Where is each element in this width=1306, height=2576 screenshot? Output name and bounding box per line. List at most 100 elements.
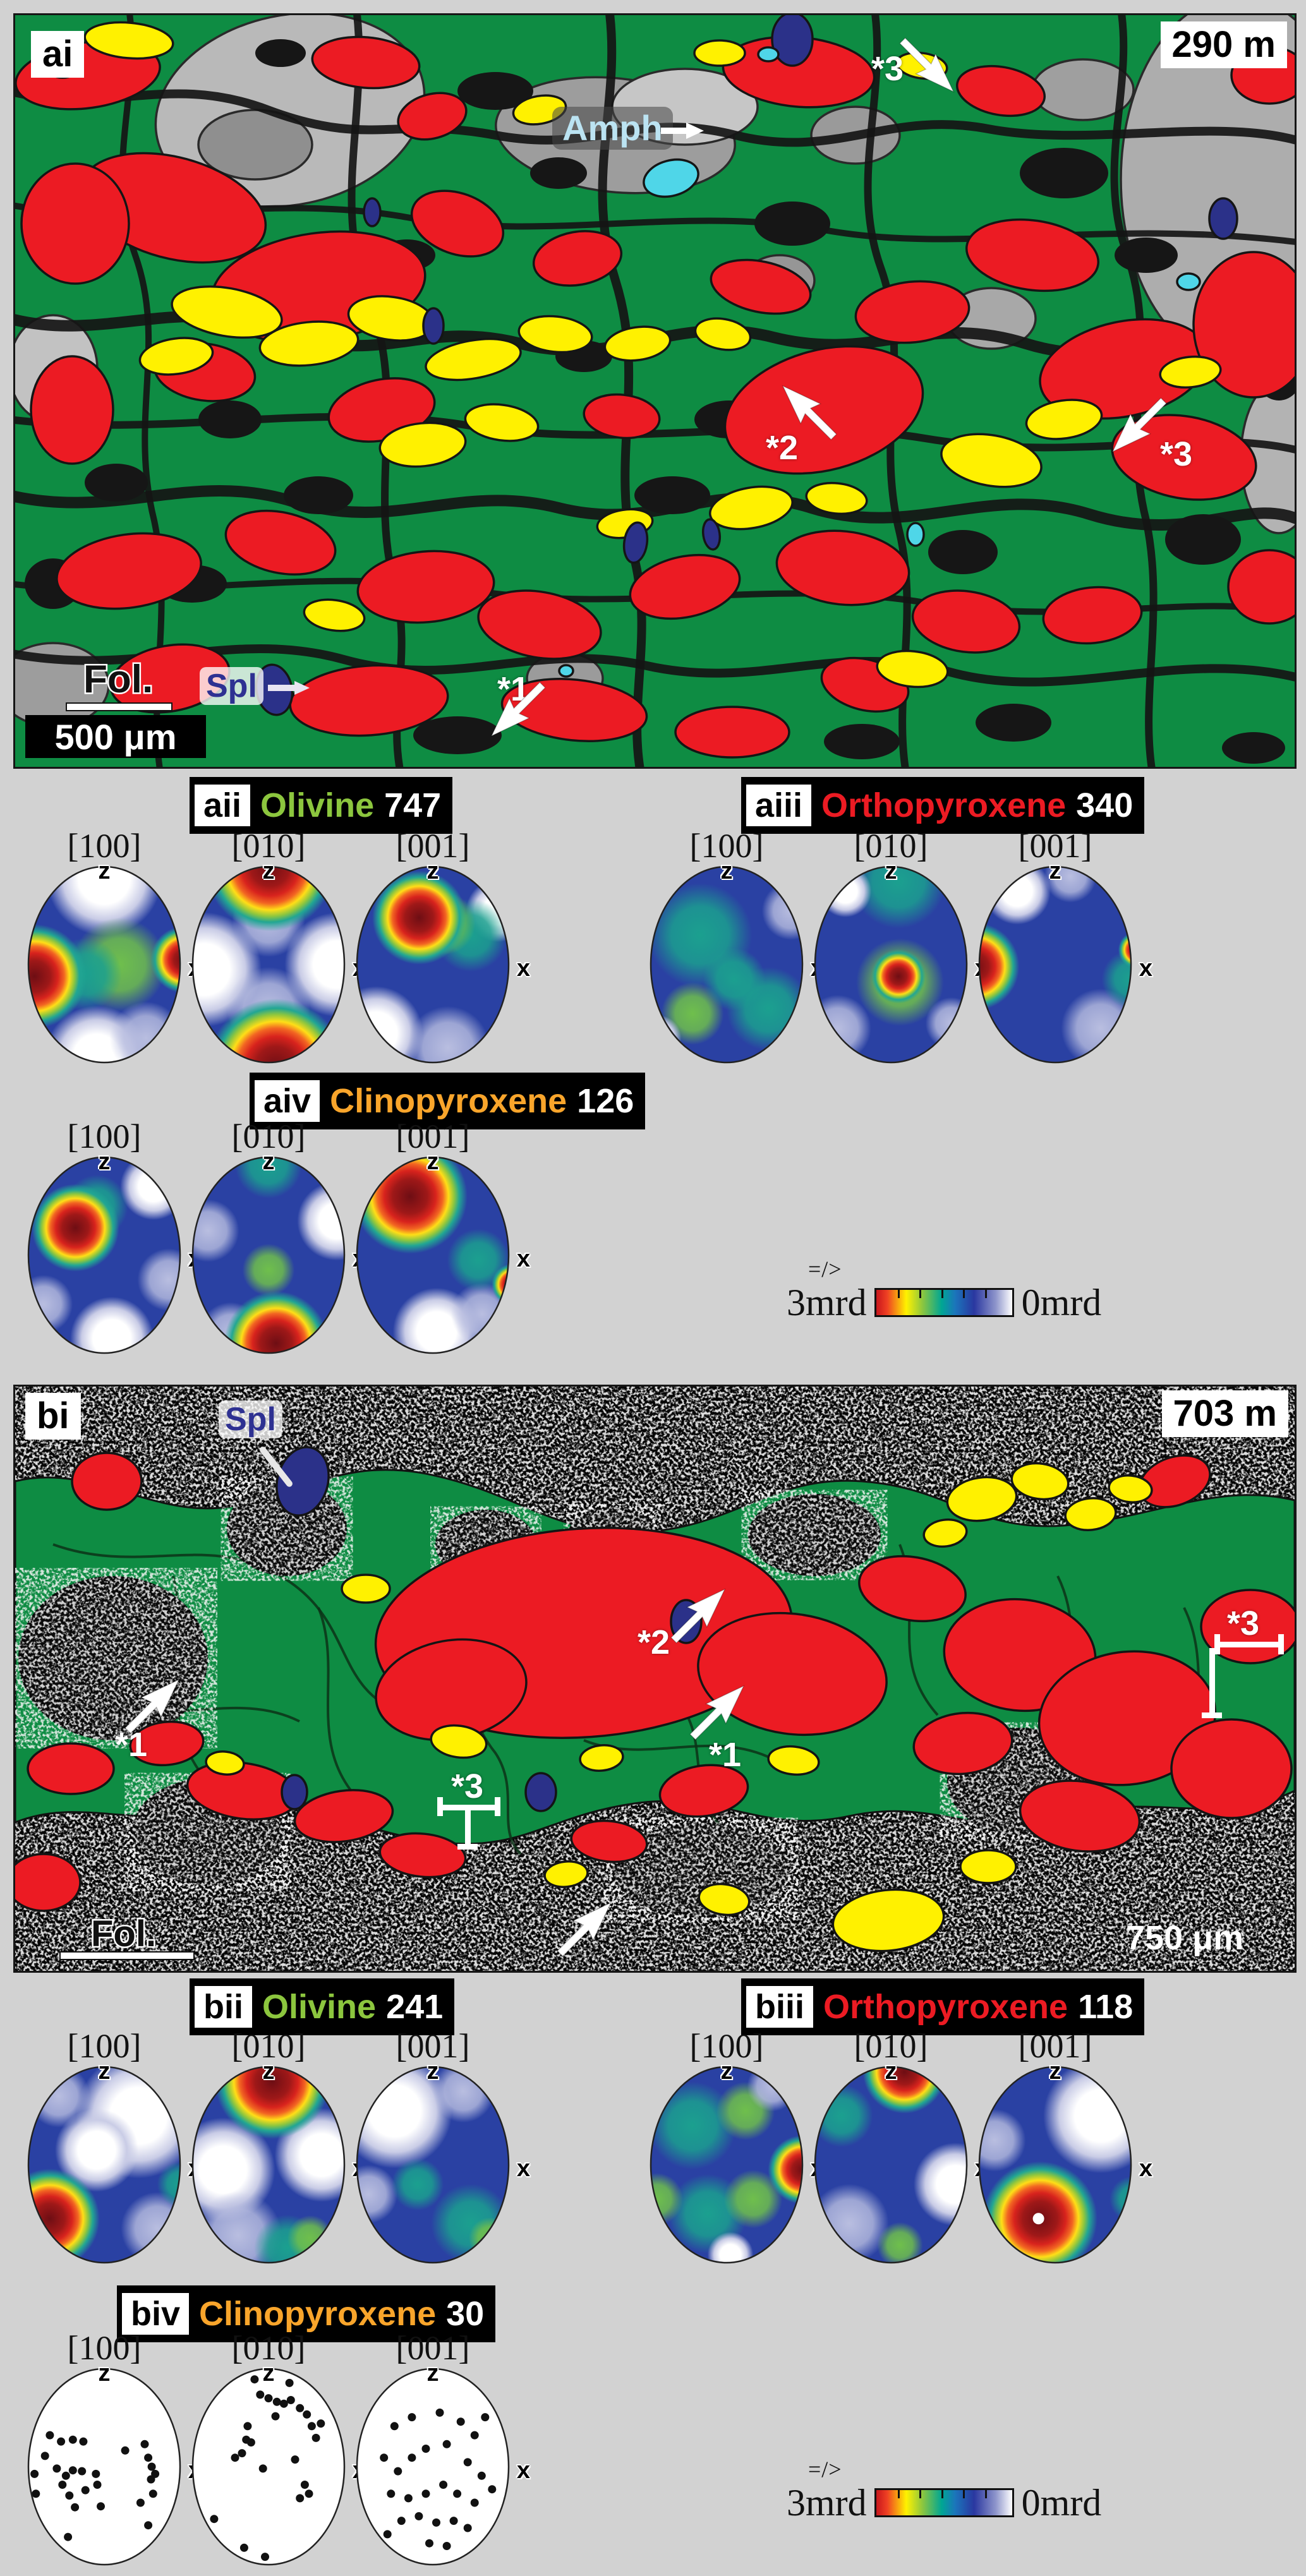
bracket-vline-b: [1209, 1648, 1215, 1718]
panel-tag-aiii: aiii: [746, 785, 812, 826]
pole-figure-biii-010: [010] z x: [809, 2027, 988, 2265]
axis-label: [010]: [854, 827, 928, 865]
count-clinopyroxene-a: 126: [577, 1082, 634, 1120]
count-orthopyroxene-b: 118: [1078, 1988, 1134, 2026]
z-axis-marker: z: [1049, 858, 1061, 884]
pole-figure-biv-001: [001] z x: [351, 2330, 530, 2567]
svg-text:Fol.: Fol.: [91, 1913, 156, 1954]
asterisk-3-left-b: *3: [451, 1767, 484, 1805]
colorbar-min-a: 0mrd: [1021, 1282, 1102, 1323]
mineral-clinopyroxene-b: Clinopyroxene: [199, 2295, 437, 2333]
z-axis-marker: z: [426, 2058, 439, 2085]
mineral-olivine-a: Olivine: [260, 786, 375, 824]
bracket-tick: [1278, 1634, 1284, 1654]
foliation-underline-b: [59, 1951, 195, 1960]
axis-label: [100]: [67, 2027, 142, 2065]
z-axis-marker: z: [720, 858, 733, 884]
x-axis-marker: x: [1139, 2155, 1152, 2182]
foliation-label-a: Fol.: [82, 654, 210, 705]
axis-label: [010]: [231, 1117, 306, 1155]
pole-figure-aiv-001: [001] z x: [351, 1118, 530, 1356]
annotation-arrow-icon: [768, 371, 849, 452]
depth-label-290m: 290 m: [1160, 21, 1287, 68]
annotation-arrow-icon: [658, 1575, 739, 1655]
mineral-orthopyroxene-b: Orthopyroxene: [823, 1988, 1068, 2026]
z-axis-marker: z: [1049, 2058, 1061, 2085]
annotation-arrow-icon: [677, 1671, 758, 1752]
pole-figure-bii-100: [100] z x: [22, 2027, 202, 2265]
pole-figure-aii-010: [010] z x: [186, 827, 366, 1065]
annotation-arrow-icon: [1098, 385, 1178, 466]
z-axis-marker: z: [98, 2360, 111, 2386]
z-axis-marker: z: [885, 2058, 897, 2085]
panel-tag-bii: bii: [195, 1986, 252, 2028]
phase-map-703m: bi 703 m Spl Fol. 750 μm *1 *2 *1 *3 *3: [13, 1385, 1297, 1973]
asterisk-3-right-b: *3: [1227, 1604, 1260, 1642]
pole-figure-biv-010: [010] z x: [186, 2330, 366, 2567]
pole-figure-aiv-010: [010] z x: [186, 1117, 366, 1356]
axis-label: [001]: [1018, 827, 1092, 865]
colorbar-gradient-a: [874, 1288, 1014, 1317]
asterisk-label: *1: [709, 1736, 742, 1774]
z-axis-marker: z: [98, 2058, 111, 2085]
annotation-arrow-icon: [887, 25, 967, 105]
pole-figure-biii-100: [100] z x: [644, 2027, 824, 2265]
mineral-orthopyroxene-a: Orthopyroxene: [821, 786, 1067, 824]
z-axis-marker: z: [98, 1148, 111, 1175]
count-clinopyroxene-b: 30: [446, 2295, 485, 2333]
spinel-label-b: Spl: [219, 1400, 282, 1438]
z-axis-marker: z: [885, 858, 897, 884]
asterisk-label: *2: [766, 429, 799, 467]
x-axis-marker: x: [516, 2155, 530, 2182]
pole-figure-aii-001: [001] z x: [351, 828, 530, 1065]
z-axis-marker: z: [98, 858, 111, 884]
phase-map-703m-image: [15, 1387, 1295, 1971]
bracket-hline-b: [1214, 1642, 1284, 1647]
bracket-tick: [1214, 1634, 1220, 1654]
pole-figure-aiii-010: [010] z x: [809, 827, 988, 1065]
panel-tag-bi: bi: [25, 1393, 81, 1440]
pole-figure-aiv-100: [100] z x: [22, 1118, 202, 1356]
x-axis-marker: x: [516, 955, 530, 982]
depth-label-703m: 703 m: [1161, 1390, 1288, 1437]
mineral-olivine-b: Olivine: [262, 1988, 377, 2026]
z-axis-marker: z: [262, 1148, 275, 1175]
scale-text-b: 750 μm: [1126, 1919, 1244, 1957]
axis-label: [001]: [396, 2027, 470, 2065]
z-axis-marker: z: [426, 2360, 439, 2386]
count-olivine-b: 241: [386, 1988, 444, 2026]
pole-figure-biii-001: [001] z x: [973, 2028, 1152, 2265]
header-biv: biv Clinopyroxene 30: [117, 2285, 496, 2342]
asterisk-label: *3: [871, 50, 904, 88]
z-axis-marker: z: [262, 2360, 275, 2386]
axis-label: [010]: [854, 2027, 928, 2065]
x-axis-marker: x: [516, 1246, 530, 1273]
asterisk-label: *1: [115, 1726, 148, 1764]
amphibole-label: Amph: [552, 107, 673, 150]
count-orthopyroxene-a: 340: [1076, 786, 1134, 824]
spl-arrow-icon-a: [268, 681, 310, 695]
pole-figure-bii-001: [001] z x: [351, 2027, 530, 2265]
axis-label: [010]: [231, 827, 306, 865]
colorbar-max-b: 3mrd: [787, 2482, 867, 2524]
panel-tag-aii: aii: [195, 785, 251, 826]
panel-tag-aiv: aiv: [255, 1080, 320, 1122]
axis-label: [100]: [689, 2027, 764, 2065]
header-aii: aii Olivine 747: [190, 777, 453, 834]
mineral-clinopyroxene-a: Clinopyroxene: [330, 1082, 567, 1120]
axis-label: [100]: [689, 827, 764, 865]
annotation-arrow-icon: [545, 1888, 625, 1968]
header-biii: biii Orthopyroxene 118: [741, 1978, 1145, 2035]
axis-label: [100]: [67, 827, 142, 865]
axis-label: [010]: [231, 2027, 306, 2065]
bracket-tick: [495, 1797, 500, 1816]
foliation-underline-a: [66, 702, 172, 711]
panel-tag-biv: biv: [122, 2293, 190, 2335]
colorbar-min-b: 0mrd: [1021, 2482, 1102, 2524]
z-axis-marker: z: [426, 1148, 439, 1175]
asterisk-label: *3: [1160, 435, 1193, 473]
pole-figure-aiii-001: [001] z x: [973, 827, 1152, 1065]
bracket-vline-b2: [465, 1810, 471, 1847]
pole-figure-biv-100: [100] z x: [22, 2330, 202, 2567]
